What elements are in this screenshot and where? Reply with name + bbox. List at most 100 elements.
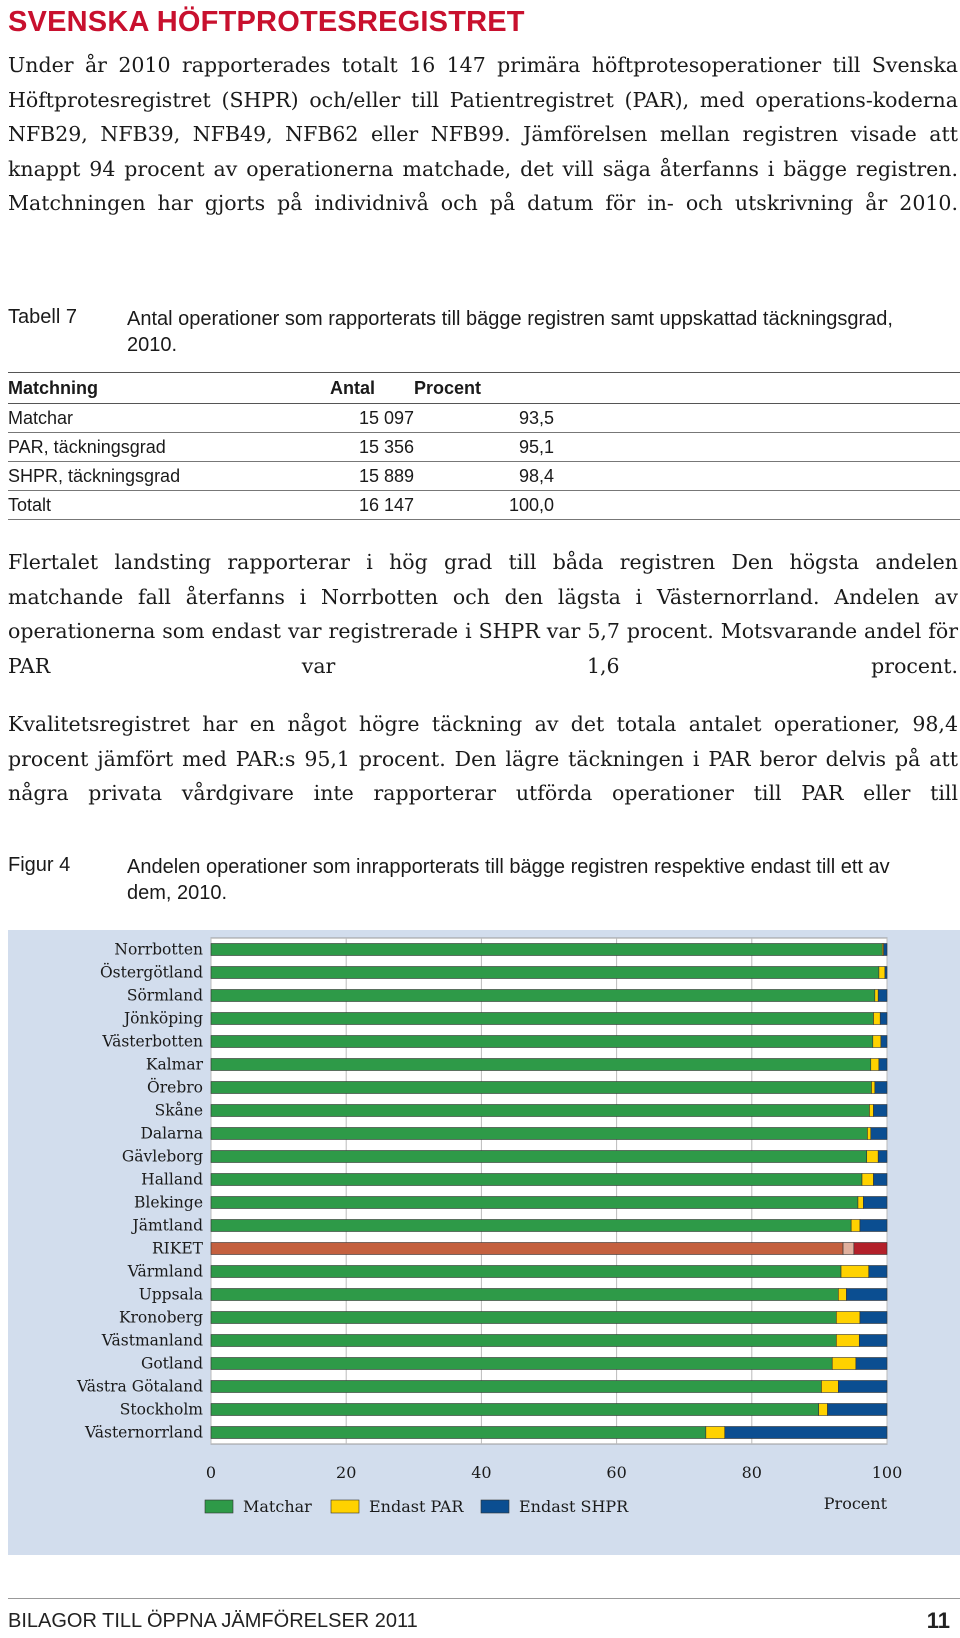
category-label: Jönköping: [122, 1010, 203, 1028]
legend-swatch: [330, 1499, 360, 1514]
bar-segment: [868, 1265, 888, 1278]
bar-segment: [210, 1035, 874, 1048]
table-cell: Totalt: [8, 490, 330, 520]
table-caption: Antal operationer som rapporterats till …: [127, 308, 893, 356]
category-label: Blekinge: [134, 1194, 203, 1212]
bar-segment: [210, 1426, 707, 1439]
bar-segment: [210, 1403, 820, 1416]
bar-segment: [846, 1288, 888, 1301]
bar-segment: [880, 1035, 888, 1048]
category-label: Östergötland: [100, 964, 203, 982]
bar-segment: [210, 989, 876, 1002]
category-label: Halland: [141, 1171, 203, 1189]
table-cell: SHPR, täckningsgrad: [8, 461, 330, 491]
bar-segment: [838, 1380, 888, 1393]
bar-segment: [873, 1173, 888, 1186]
category-label: Gävleborg: [122, 1148, 203, 1166]
matching-table: Matchning Antal Procent Matchar 15 097 9…: [8, 372, 960, 520]
figure-label: Figur 4: [8, 854, 71, 876]
table-cell: 15 356: [330, 432, 414, 462]
bar-segment: [210, 1242, 844, 1255]
bar-segment: [850, 1219, 861, 1232]
x-axis-label: Procent: [824, 1494, 888, 1513]
table-label: Tabell 7: [8, 306, 77, 328]
bar-segment: [853, 1242, 888, 1255]
bar-segment: [859, 1219, 888, 1232]
category-label: Västra Götaland: [76, 1378, 203, 1396]
page-heading: SVENSKA HÖFTPROTESREGISTRET: [8, 6, 525, 38]
bar-segment: [210, 1104, 870, 1117]
bar-segment: [210, 1380, 822, 1393]
table-cell: 95,1: [414, 432, 554, 462]
bar-segment: [870, 1058, 880, 1071]
bar-segment: [866, 1150, 879, 1163]
bar-segment: [878, 1058, 888, 1071]
bar-segment: [818, 1403, 828, 1416]
category-label: RIKET: [152, 1240, 204, 1258]
category-label: Gotland: [141, 1355, 203, 1373]
intro-paragraph: Under år 2010 rapporterades totalt 16 14…: [8, 53, 958, 215]
bar-segment: [859, 1311, 888, 1324]
bar-segment: [210, 1127, 868, 1140]
x-tick-label: 60: [606, 1463, 626, 1482]
bar-segment: [210, 1311, 837, 1324]
bar-segment: [867, 1127, 872, 1140]
category-label: Sörmland: [127, 987, 203, 1005]
bar-segment: [877, 1150, 888, 1163]
bar-segment: [210, 1058, 872, 1071]
bar-segment: [873, 1104, 888, 1117]
x-tick-label: 40: [471, 1463, 491, 1482]
bar-segment: [210, 1357, 833, 1370]
bar-segment: [871, 1081, 876, 1094]
bar-segment: [873, 1012, 881, 1025]
bar-segment: [821, 1380, 839, 1393]
bar-segment: [210, 966, 880, 979]
category-label: Västmanland: [101, 1332, 203, 1350]
table-row: Totalt 16 147 100,0: [8, 490, 960, 520]
body-paragraph-3: Kvalitetsregistret har en något högre tä…: [8, 712, 958, 805]
category-label: Värmland: [127, 1263, 203, 1281]
bar-segment: [210, 1219, 852, 1232]
category-label: Uppsala: [139, 1286, 203, 1304]
bar-segment: [878, 966, 886, 979]
bar-segment: [210, 1288, 839, 1301]
x-tick-label: 80: [742, 1463, 762, 1482]
legend-label: Endast SHPR: [519, 1497, 629, 1516]
header-antal: Antal: [330, 372, 414, 404]
table-row: Matchar 15 097 93,5: [8, 403, 960, 433]
bar-segment: [210, 1334, 837, 1347]
bar-segment: [705, 1426, 726, 1439]
category-label: Kronoberg: [119, 1309, 203, 1327]
bar-segment: [210, 1173, 863, 1186]
bar-segment: [863, 1196, 888, 1209]
figure-caption: Andelen operationer som inrapporterats t…: [127, 856, 890, 904]
table-cell: 16 147: [330, 490, 414, 520]
bar-segment: [879, 1012, 888, 1025]
bar-segment: [210, 1012, 874, 1025]
bar-segment: [874, 1081, 888, 1094]
bar-segment: [835, 1311, 861, 1324]
bar-segment: [210, 1196, 859, 1209]
bar-segment: [858, 1334, 888, 1347]
legend-swatch: [480, 1499, 510, 1514]
category-label: Skåne: [155, 1102, 203, 1120]
bar-segment: [840, 1265, 870, 1278]
bar-segment: [210, 943, 883, 956]
bar-segment: [724, 1426, 888, 1439]
page-number: 11: [926, 1608, 950, 1633]
bar-segment: [857, 1196, 864, 1209]
bar-segment: [842, 1242, 855, 1255]
table-cell: 93,5: [414, 403, 554, 433]
footer-divider: [8, 1598, 960, 1599]
bar-segment: [872, 1035, 882, 1048]
table-cell: PAR, täckningsgrad: [8, 432, 330, 462]
table-cell: 100,0: [414, 490, 554, 520]
legend-swatch: [204, 1499, 234, 1514]
header-procent: Procent: [414, 372, 554, 404]
bar-segment: [210, 1150, 868, 1163]
legend-label: Matchar: [243, 1497, 312, 1516]
x-tick-label: 100: [872, 1463, 903, 1482]
category-label: Dalarna: [141, 1125, 204, 1143]
stacked-bar-chart: Norrbotten Östergötland Sörmland Jönköping V…: [76, 937, 903, 1516]
legend-label: Endast PAR: [369, 1497, 464, 1516]
